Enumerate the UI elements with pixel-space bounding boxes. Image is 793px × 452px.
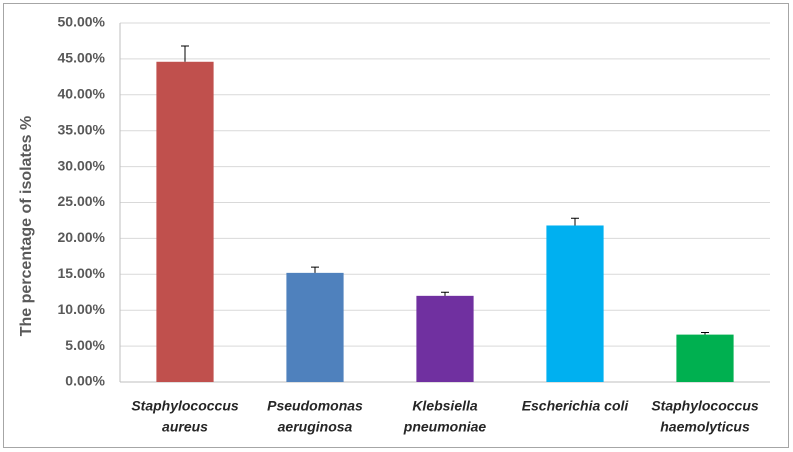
error-bar: [571, 217, 579, 226]
x-tick-label: Staphylococcus: [131, 398, 239, 414]
x-tick-label: Escherichia coli: [522, 398, 630, 414]
y-tick-label: 30.00%: [58, 157, 106, 173]
x-tick-label: aureus: [162, 419, 208, 435]
x-tick-label: haemolyticus: [660, 419, 750, 435]
error-bar: [181, 45, 189, 62]
bar: [286, 272, 344, 382]
x-tick-label: pneumoniae: [403, 419, 487, 435]
bar: [546, 225, 604, 382]
y-axis-label: The percentage of isolates %: [18, 116, 35, 337]
bar: [676, 334, 734, 382]
y-tick-label: 35.00%: [58, 121, 106, 137]
y-tick-label: 10.00%: [58, 301, 106, 317]
y-tick-label: 20.00%: [58, 229, 106, 245]
x-tick-label: Klebsiella: [412, 398, 478, 414]
x-tick-label: Pseudomonas: [267, 398, 363, 414]
error-bar: [441, 291, 449, 296]
bar: [416, 295, 474, 382]
y-tick-label: 25.00%: [58, 193, 106, 209]
x-tick-label: aeruginosa: [278, 419, 353, 435]
bar: [156, 61, 214, 382]
y-tick-label: 5.00%: [65, 337, 105, 353]
y-tick-label: 45.00%: [58, 50, 106, 66]
y-tick-label: 40.00%: [58, 86, 106, 102]
y-tick-label: 15.00%: [58, 265, 106, 281]
y-tick-label: 0.00%: [65, 373, 105, 389]
chart-frame: [3, 3, 789, 448]
error-bar: [701, 331, 709, 335]
x-tick-label: Staphylococcus: [651, 398, 759, 414]
error-bar: [311, 266, 319, 273]
y-tick-label: 50.00%: [58, 14, 106, 30]
